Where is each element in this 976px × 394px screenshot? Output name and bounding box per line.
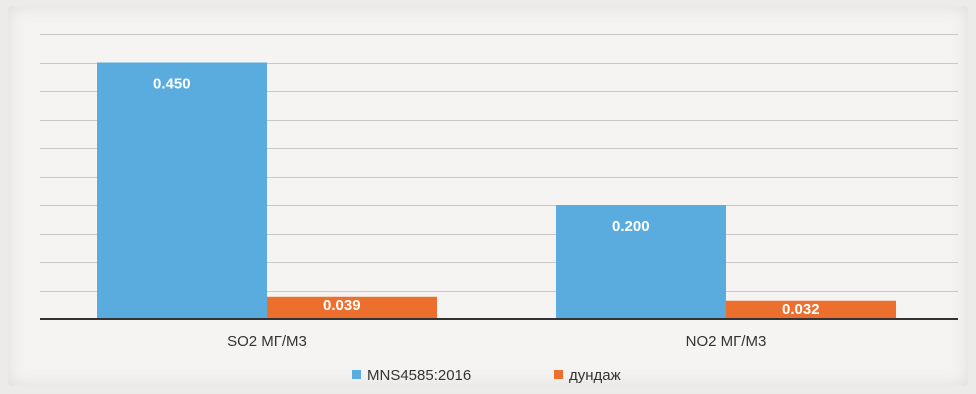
data-label-2-2: 0.032 <box>782 301 820 318</box>
data-label-1-2: 0.200 <box>612 218 650 235</box>
bar-2-1 <box>267 296 437 319</box>
category-label-1: SO2 МГ/М3 <box>227 333 307 350</box>
category-label-2: NO2 МГ/М3 <box>686 333 767 350</box>
bars: 0.450 0.039 0.200 0.032 <box>97 62 896 319</box>
legend-label-series-1: MNS4585:2016 <box>367 367 471 384</box>
legend-swatch-series-2 <box>554 370 563 379</box>
category-labels: SO2 МГ/М3 NO2 МГ/М3 <box>227 333 766 350</box>
legend: MNS4585:2016 дундаж <box>352 367 621 384</box>
data-label-2-1: 0.039 <box>323 297 361 314</box>
bar-2-2 <box>726 300 896 319</box>
bar-1-1 <box>97 62 267 319</box>
bar-1-2 <box>556 205 726 319</box>
legend-swatch-series-1 <box>352 370 361 379</box>
legend-label-series-2: дундаж <box>569 367 621 384</box>
data-label-1-1: 0.450 <box>153 76 191 93</box>
